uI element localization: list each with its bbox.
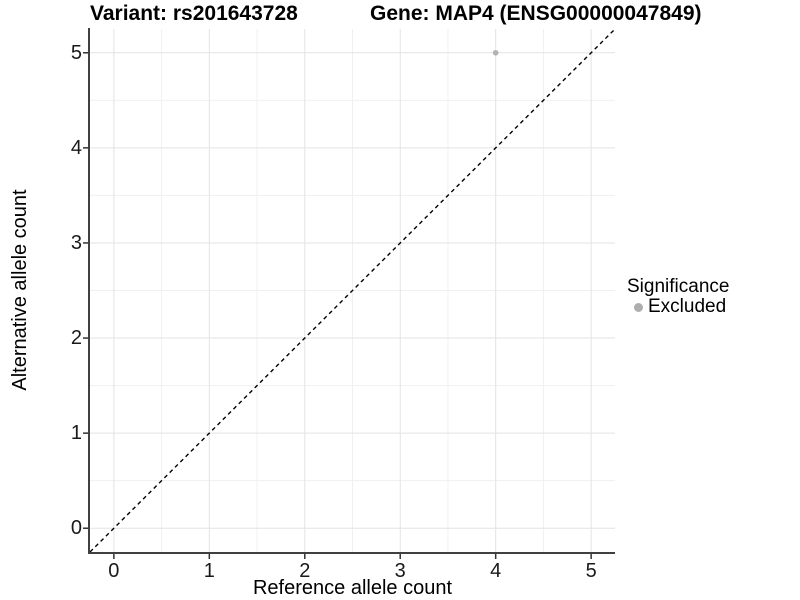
x-tick-label: 4 (490, 560, 502, 582)
y-tick-label: 4 (70, 136, 82, 159)
legend-key-dot-icon (634, 302, 643, 312)
x-tick-label: 1 (203, 560, 215, 582)
x-axis-title: Reference allele count (252, 577, 452, 599)
x-tick-label: 5 (585, 560, 597, 582)
x-tick-label: 3 (394, 560, 406, 582)
legend-entry-label: Excluded (648, 296, 727, 317)
plot-panel (83, 28, 616, 559)
plot-title-variant: Variant: rs201643728 (90, 2, 298, 25)
legend-entry-excluded: Excluded (627, 297, 729, 317)
legend-title: Significance (627, 276, 730, 297)
y-tick-label: 2 (70, 327, 82, 350)
y-tick-label: 1 (70, 422, 82, 445)
x-tick-label: 2 (299, 560, 311, 582)
y-axis-title: Alternative allele count (9, 189, 31, 391)
plot-title-gene: Gene: MAP4 (ENSG00000047849) (370, 2, 702, 25)
y-tick-label: 0 (70, 517, 82, 540)
legend-entries: Excluded (627, 297, 729, 317)
data-point-excluded (492, 49, 499, 56)
x-tick-label: 0 (108, 560, 120, 582)
y-tick-label: 3 (70, 231, 82, 254)
plot-area-svg (83, 28, 616, 559)
legend: Significance Excluded (627, 277, 729, 317)
identity-line (89, 28, 616, 553)
y-tick-label: 5 (70, 41, 82, 64)
